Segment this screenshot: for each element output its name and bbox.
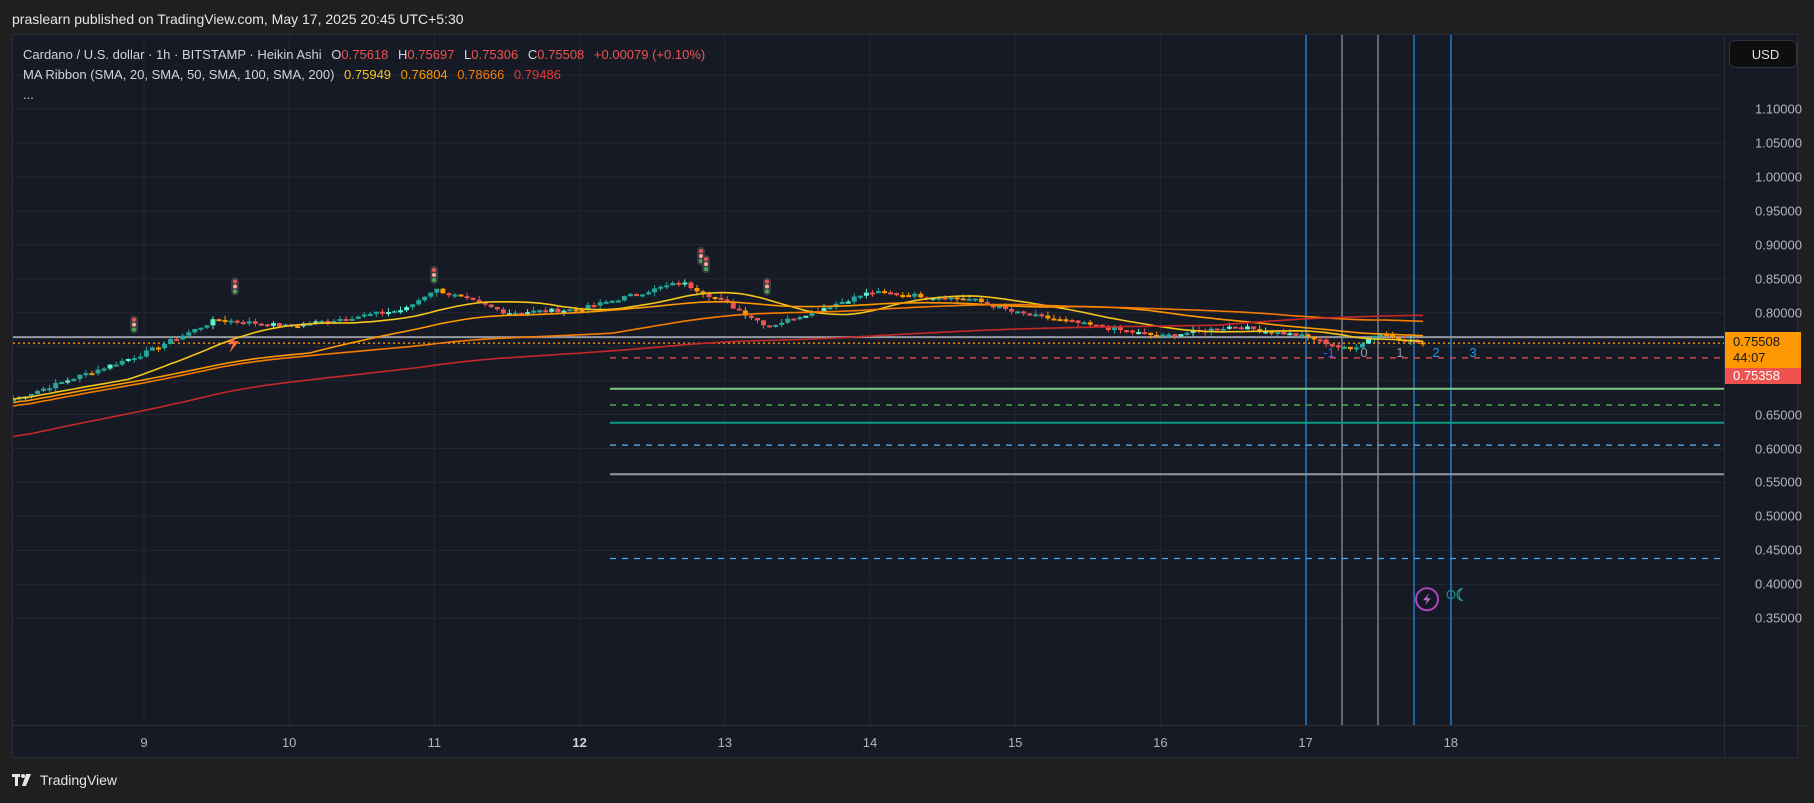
ma-ribbon-label[interactable]: MA Ribbon (SMA, 20, SMA, 50, SMA, 100, S… xyxy=(23,67,335,82)
low-label: L xyxy=(464,47,472,62)
high-label: H xyxy=(398,47,408,62)
last-price-tag: 0.75508 44:07 xyxy=(1725,332,1801,368)
chart-legend: Cardano / U.S. dollar · 1h · BITSTAMP · … xyxy=(23,45,705,105)
open-value: 0.75618 xyxy=(341,47,389,62)
sma100-value: 0.78666 xyxy=(457,67,505,82)
price-axis-label: 0.60000 xyxy=(1755,441,1802,456)
price-axis-label: 0.55000 xyxy=(1755,474,1802,490)
price-axis-label: 1.05000 xyxy=(1755,135,1802,151)
high-value: 0.75697 xyxy=(407,47,455,62)
symbol-title[interactable]: Cardano / U.S. dollar · 1h · BITSTAMP · … xyxy=(23,47,322,62)
time-axis-label: 12 xyxy=(572,735,587,750)
bar-count-label: 0 xyxy=(1360,345,1368,360)
time-axis-label: 9 xyxy=(140,735,148,750)
last-price-value: 0.75508 xyxy=(1733,334,1780,349)
time-axis-label: 10 xyxy=(281,735,297,750)
bar-count-label: 2 xyxy=(1432,345,1440,360)
ma-ribbon-legend-row[interactable]: MA Ribbon (SMA, 20, SMA, 50, SMA, 100, S… xyxy=(23,65,705,85)
price-axis[interactable]: 1.10000 1.05000 1.00000 0.95000 0.90000 0.850… xyxy=(1724,35,1810,725)
time-axis-label: 17 xyxy=(1298,735,1313,750)
price-axis-label: 0.85000 xyxy=(1755,271,1802,287)
second-price-tag: 0.75358 xyxy=(1725,368,1801,384)
price-axis-label: 0.95000 xyxy=(1755,203,1802,219)
chart-frame: Cardano / U.S. dollar · 1h · BITSTAMP · … xyxy=(12,34,1810,759)
currency-button[interactable]: USD xyxy=(1729,40,1797,68)
footer-brand-label: TradingView xyxy=(40,772,118,788)
tradingview-logo-icon xyxy=(12,774,31,786)
axis-corner xyxy=(1724,725,1810,759)
bar-count-label: -1 xyxy=(1323,345,1335,360)
price-axis-label: 1.10000 xyxy=(1755,101,1802,117)
time-axis-label: 14 xyxy=(862,735,878,750)
sma50-value: 0.76804 xyxy=(400,67,448,82)
price-axis-label: 1.00000 xyxy=(1755,169,1802,185)
open-label: O xyxy=(331,47,342,62)
price-axis-label: 0.50000 xyxy=(1755,508,1802,524)
tradingview-brand[interactable]: TradingView xyxy=(12,772,117,788)
price-chart[interactable] xyxy=(13,35,1724,725)
time-axis-label: 15 xyxy=(1007,735,1023,750)
price-axis-label: 0.40000 xyxy=(1755,576,1802,592)
close-value: 0.75508 xyxy=(537,47,585,62)
time-axis-label: 13 xyxy=(717,735,733,750)
countdown-value: 44:07 xyxy=(1733,350,1766,365)
bar-count-label: 1 xyxy=(1396,345,1404,360)
price-axis-label: 0.90000 xyxy=(1755,237,1802,253)
price-axis-label: 0.80000 xyxy=(1755,305,1802,321)
chart-pane[interactable]: Cardano / U.S. dollar · 1h · BITSTAMP · … xyxy=(13,35,1724,725)
change-value: +0.00079 (+0.10%) xyxy=(593,47,706,62)
price-axis-label: 0.65000 xyxy=(1755,407,1802,423)
time-axis-label: 11 xyxy=(427,735,442,750)
price-axis-label: 0.45000 xyxy=(1755,542,1802,558)
sma20-value: 0.75949 xyxy=(344,67,392,82)
legend-more-button[interactable]: ... xyxy=(23,87,34,102)
low-value: 0.75306 xyxy=(471,47,519,62)
bar-count-label: 3 xyxy=(1469,345,1477,360)
price-axis-label: 0.35000 xyxy=(1755,610,1802,626)
time-axis-label: 18 xyxy=(1443,735,1459,750)
time-axis[interactable]: 9 10 11 12 13 14 15 16 17 18 xyxy=(13,725,1724,759)
time-axis-label: 16 xyxy=(1153,735,1168,750)
symbol-legend-row[interactable]: Cardano / U.S. dollar · 1h · BITSTAMP · … xyxy=(23,45,705,65)
published-caption: praslearn published on TradingView.com, … xyxy=(12,11,464,27)
close-label: C xyxy=(527,47,538,62)
sma200-value: 0.79486 xyxy=(513,67,561,82)
